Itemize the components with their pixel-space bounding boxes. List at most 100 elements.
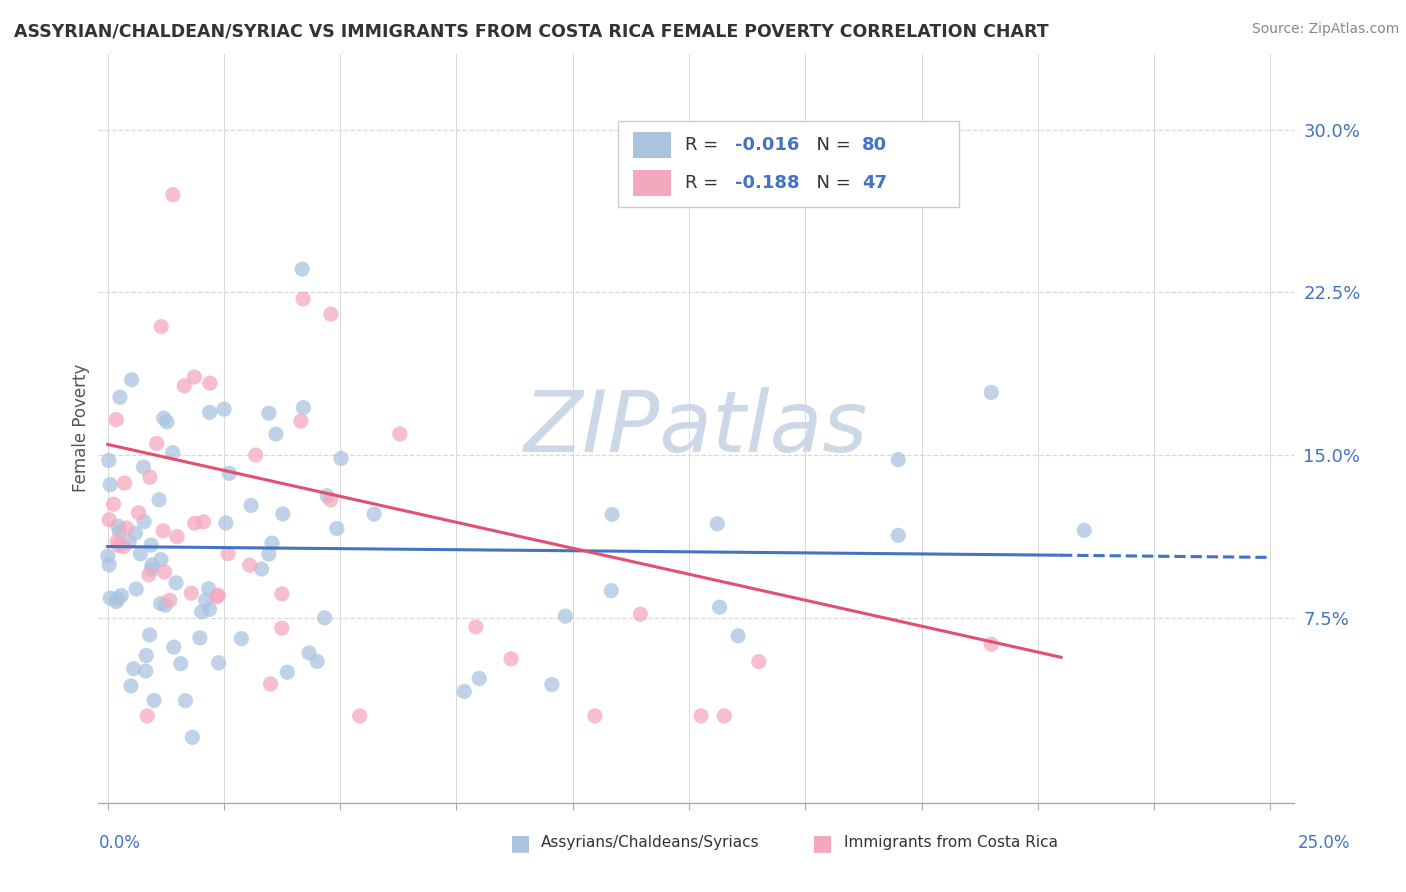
- Text: ZIPatlas: ZIPatlas: [524, 386, 868, 470]
- FancyBboxPatch shape: [633, 169, 671, 196]
- Point: [105, 594, 128, 608]
- Point: [271, 507, 294, 521]
- Point: [108, 539, 131, 553]
- Point: [198, 405, 221, 419]
- Point: [128, 506, 150, 520]
- Point: [349, 709, 371, 723]
- Point: [583, 709, 606, 723]
- Point: [150, 319, 173, 334]
- Point: [713, 709, 735, 723]
- Text: R =: R =: [685, 136, 724, 154]
- Point: [208, 656, 231, 670]
- Point: [145, 436, 167, 450]
- Point: [276, 665, 298, 680]
- Point: [98, 513, 121, 527]
- Point: [103, 497, 125, 511]
- Point: [139, 538, 162, 552]
- Point: [292, 292, 315, 306]
- Point: [207, 588, 229, 602]
- Point: [264, 427, 287, 442]
- Point: [136, 709, 159, 723]
- Point: [122, 662, 145, 676]
- Point: [554, 609, 576, 624]
- Point: [291, 262, 314, 277]
- Text: ■: ■: [510, 833, 530, 853]
- Point: [706, 516, 728, 531]
- Point: [125, 582, 148, 596]
- Point: [120, 679, 142, 693]
- Point: [239, 558, 262, 573]
- Point: [139, 470, 162, 484]
- Point: [132, 460, 155, 475]
- Point: [97, 549, 120, 563]
- Point: [240, 499, 263, 513]
- Point: [197, 582, 219, 596]
- Text: ■: ■: [813, 833, 832, 853]
- Point: [198, 376, 221, 391]
- Point: [748, 655, 770, 669]
- FancyBboxPatch shape: [619, 121, 959, 207]
- Text: -0.188: -0.188: [735, 174, 800, 192]
- Point: [709, 600, 731, 615]
- Point: [319, 307, 342, 321]
- Point: [257, 406, 280, 420]
- Point: [600, 508, 623, 522]
- Text: -0.016: -0.016: [735, 136, 800, 154]
- Point: [98, 477, 121, 491]
- Point: [143, 693, 166, 707]
- Point: [135, 648, 157, 663]
- Point: [105, 412, 128, 426]
- Point: [271, 587, 294, 601]
- Point: [298, 646, 321, 660]
- Point: [188, 631, 211, 645]
- Point: [152, 524, 174, 538]
- Point: [245, 448, 267, 462]
- Point: [98, 558, 121, 572]
- Point: [124, 526, 146, 541]
- Point: [108, 390, 131, 404]
- Point: [628, 607, 651, 622]
- Point: [181, 731, 204, 745]
- Point: [114, 475, 136, 490]
- Point: [314, 611, 336, 625]
- Point: [180, 586, 202, 600]
- Point: [165, 575, 187, 590]
- Point: [190, 605, 212, 619]
- Point: [259, 677, 281, 691]
- Point: [727, 629, 749, 643]
- Text: 47: 47: [862, 174, 887, 192]
- Text: 25.0%: 25.0%: [1298, 834, 1351, 852]
- Point: [166, 530, 188, 544]
- Point: [194, 593, 217, 607]
- Y-axis label: Female Poverty: Female Poverty: [72, 364, 90, 492]
- Text: Assyrians/Chaldeans/Syriacs: Assyrians/Chaldeans/Syriacs: [541, 836, 759, 850]
- Point: [887, 452, 910, 467]
- Point: [215, 516, 238, 530]
- Point: [319, 492, 342, 507]
- Point: [205, 590, 228, 604]
- Point: [183, 516, 205, 531]
- Point: [138, 628, 160, 642]
- Point: [162, 445, 184, 459]
- Point: [690, 709, 713, 723]
- Point: [155, 598, 177, 612]
- Point: [183, 370, 205, 384]
- Point: [107, 519, 129, 533]
- Text: 80: 80: [862, 136, 887, 154]
- Point: [499, 652, 522, 666]
- Point: [316, 489, 339, 503]
- Text: N =: N =: [804, 136, 856, 154]
- Point: [212, 402, 235, 417]
- Point: [173, 379, 195, 393]
- Point: [138, 567, 160, 582]
- Point: [193, 515, 215, 529]
- Text: Source: ZipAtlas.com: Source: ZipAtlas.com: [1251, 22, 1399, 37]
- Point: [1073, 524, 1095, 538]
- Point: [270, 621, 292, 635]
- Point: [148, 492, 170, 507]
- Point: [149, 552, 172, 566]
- Text: ASSYRIAN/CHALDEAN/SYRIAC VS IMMIGRANTS FROM COSTA RICA FEMALE POVERTY CORRELATIO: ASSYRIAN/CHALDEAN/SYRIAC VS IMMIGRANTS F…: [14, 22, 1049, 40]
- FancyBboxPatch shape: [633, 132, 671, 158]
- Point: [174, 693, 197, 707]
- Point: [107, 591, 129, 606]
